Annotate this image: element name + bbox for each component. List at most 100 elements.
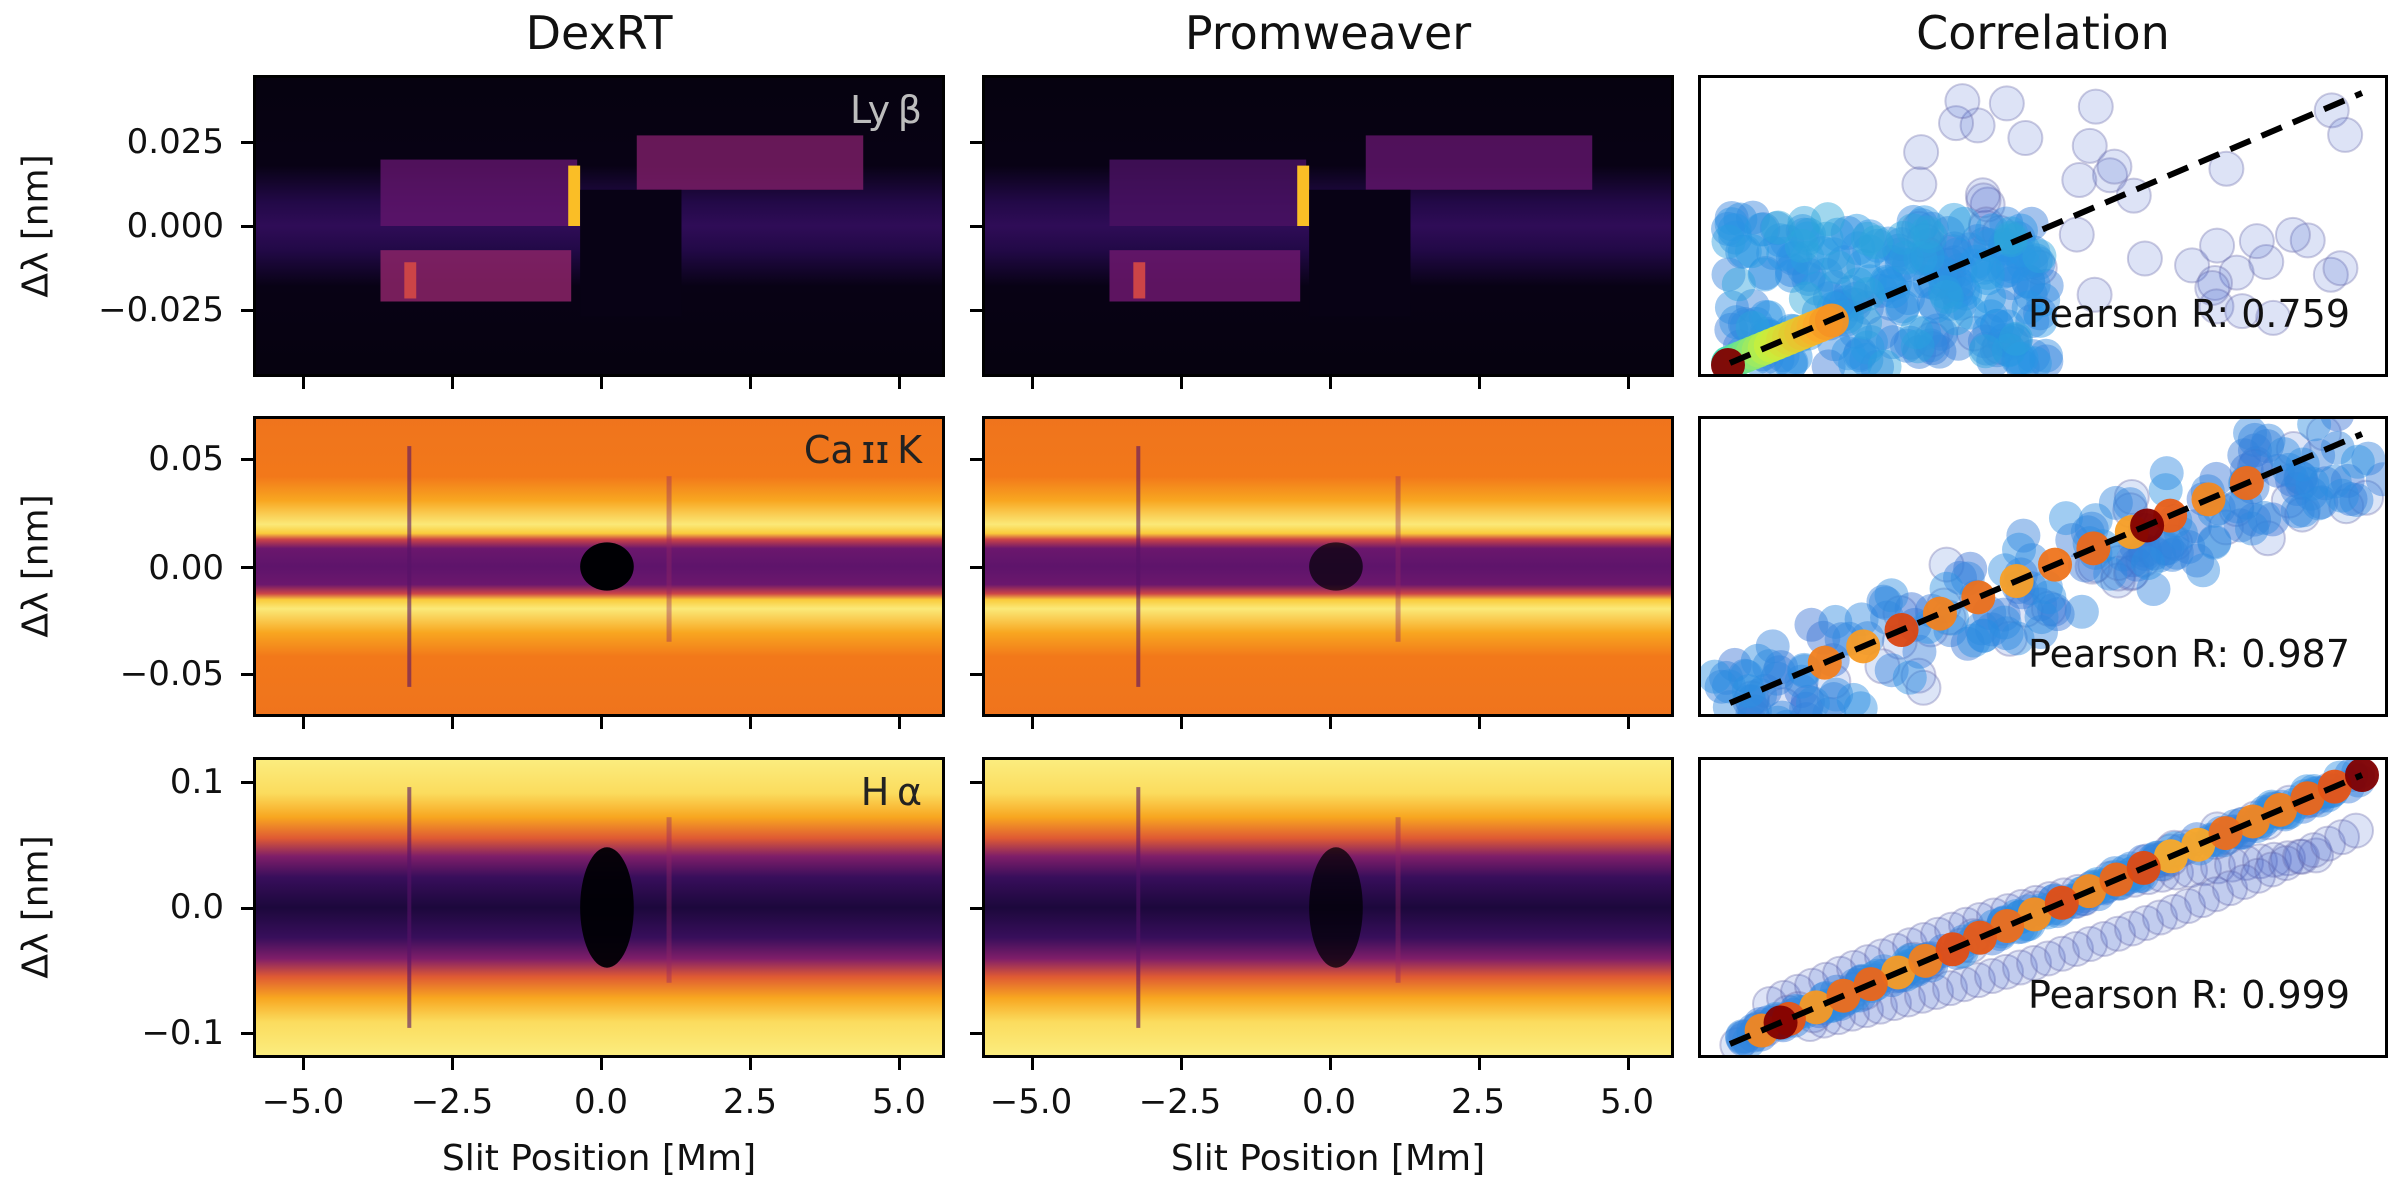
scatter-point xyxy=(1967,250,2002,285)
scatter-point xyxy=(2327,116,2364,153)
scatter-point xyxy=(1950,626,1985,661)
scatter-point xyxy=(1744,212,1779,247)
scatter-point xyxy=(1762,655,1797,690)
scatter-point xyxy=(1740,643,1775,678)
scatter-point xyxy=(1913,219,1948,254)
scatter-point xyxy=(1937,231,1972,266)
scatter-point xyxy=(2237,422,2272,457)
scatter-point xyxy=(1852,234,1887,269)
scatter-point xyxy=(2251,423,2286,458)
scatter-point xyxy=(1789,691,1824,717)
scatter-point xyxy=(2149,456,2184,491)
scatter-point xyxy=(2001,235,2036,270)
scatter-point xyxy=(1756,235,1791,270)
scatter-point xyxy=(2180,543,2215,578)
scatter-point xyxy=(1735,288,1770,323)
scatter-point xyxy=(1810,202,1845,237)
scatter-point xyxy=(1752,649,1787,684)
scatter-point xyxy=(2044,935,2080,972)
scatter-point xyxy=(2032,580,2067,615)
scatter-point xyxy=(1884,227,1919,262)
scatter-point xyxy=(1903,241,1938,276)
scatter-point xyxy=(1711,348,1745,377)
scatter-point xyxy=(1934,286,1969,321)
scatter-point xyxy=(2155,537,2190,572)
scatter-point xyxy=(2270,840,2306,877)
scatter-point xyxy=(1994,266,2029,301)
scatter-point xyxy=(1944,83,1981,120)
pearson-annotation-row3: Pearson R: 0.999 xyxy=(2028,973,2350,1017)
scatter-point xyxy=(1960,223,1995,258)
scatter-point xyxy=(2333,482,2368,517)
scatter-point xyxy=(1970,247,2005,282)
scatter-point xyxy=(2011,264,2046,299)
scatter-point xyxy=(1784,674,1819,709)
y-tick xyxy=(970,1031,982,1035)
scatter-point xyxy=(2023,303,2058,338)
scatter-point xyxy=(1883,237,1918,272)
scatter-point xyxy=(2014,245,2049,280)
scatter-point xyxy=(1889,240,1924,275)
scatter-point xyxy=(1842,338,1877,373)
scatter-point xyxy=(1991,620,2028,657)
scatter-point xyxy=(1910,215,1945,250)
pearson-annotation-row1: Pearson R: 0.759 xyxy=(2028,292,2350,336)
scatter-point xyxy=(2345,758,2379,792)
y-tick xyxy=(241,225,253,228)
x-tick xyxy=(1031,1058,1034,1070)
scatter-point xyxy=(2208,150,2245,187)
scatter-point xyxy=(2002,949,2038,986)
scatter-point xyxy=(2022,239,2057,274)
scatter-point xyxy=(2284,466,2319,501)
x-tick xyxy=(302,717,305,729)
scatter-point xyxy=(2181,827,2216,862)
x-tick xyxy=(600,717,603,729)
scatter-point xyxy=(1987,605,2022,640)
x-tick xyxy=(302,1058,305,1070)
scatter-point xyxy=(1913,321,1950,358)
scatter-point xyxy=(2200,848,2236,885)
scatter-point xyxy=(1816,682,1851,717)
scatter-point xyxy=(1852,219,1887,254)
scatter-point xyxy=(1988,953,2024,990)
absorption-feature xyxy=(1309,542,1363,591)
scatter-point xyxy=(1723,202,1758,237)
scatter-point xyxy=(1714,312,1749,347)
scatter-point xyxy=(1799,990,1834,1025)
scatter-point xyxy=(2207,509,2244,546)
scatter-point xyxy=(1790,684,1825,717)
x-tick xyxy=(302,377,305,389)
scatter-point xyxy=(2098,485,2133,520)
emission-region xyxy=(636,135,864,190)
scatter-point xyxy=(2297,416,2332,442)
scatter-point xyxy=(1972,313,2007,348)
scatter-point xyxy=(2227,438,2262,473)
scatter-point xyxy=(2015,304,2050,339)
scatter-point xyxy=(1735,200,1770,235)
scatter-point xyxy=(1794,607,1829,642)
scatter-point xyxy=(2254,851,2290,888)
scatter-point xyxy=(2006,518,2041,553)
scatter-point xyxy=(2304,485,2339,520)
scatter-point xyxy=(2268,845,2304,882)
scatter-point xyxy=(1987,227,2022,262)
absorption-streak xyxy=(407,787,412,1028)
scatter-point xyxy=(2016,339,2051,374)
y-tick xyxy=(970,458,982,461)
xtick-label: −2.5 xyxy=(410,1082,494,1122)
scatter-point xyxy=(1843,691,1878,717)
absorption-streak xyxy=(1395,817,1401,983)
scatter-point xyxy=(1765,700,1800,717)
fit-line xyxy=(1728,90,2364,366)
scatter-point xyxy=(1912,264,1947,299)
bright-streak xyxy=(568,165,581,226)
scatter-point xyxy=(2131,546,2166,581)
ytick-label: 0.05 xyxy=(148,439,224,479)
scatter-point xyxy=(2208,816,2243,851)
scatter-point xyxy=(2308,466,2343,501)
scatter-point xyxy=(2194,269,2231,306)
scatter-point xyxy=(2023,615,2058,650)
scatter-point xyxy=(1858,225,1893,260)
scatter-point xyxy=(2298,837,2334,874)
xtick-label: −5.0 xyxy=(261,1082,345,1122)
